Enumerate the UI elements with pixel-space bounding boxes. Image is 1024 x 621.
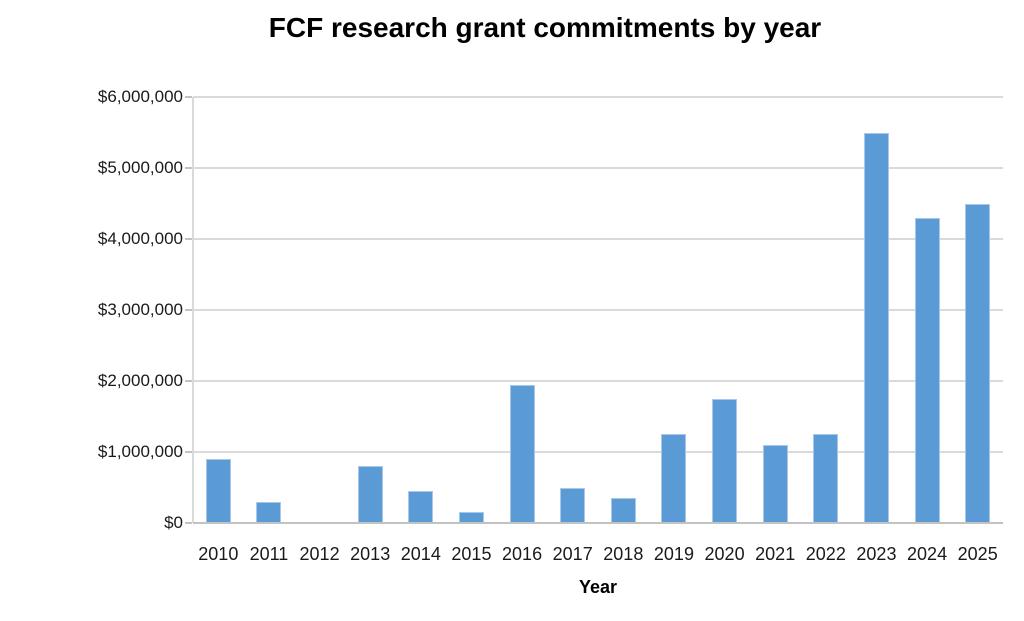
bar-2018 <box>610 498 636 523</box>
bar-2013 <box>357 466 383 523</box>
y-axis-tick-label: $2,000,000 <box>97 371 183 390</box>
y-axis-tick <box>185 451 192 453</box>
x-axis-tick-label: 2017 <box>552 544 593 564</box>
x-axis-tick-label: 2022 <box>805 544 846 564</box>
x-axis-tick-label: 2013 <box>350 544 391 564</box>
x-axis-tick-label: 2020 <box>704 544 745 564</box>
bar-2010 <box>205 459 231 523</box>
y-axis-tick-label: $4,000,000 <box>97 229 183 248</box>
y-axis-tick <box>185 238 192 240</box>
y-axis-tick-label: $1,000,000 <box>97 442 183 461</box>
x-axis-tick-label: 2011 <box>249 544 289 564</box>
bar-2020 <box>712 398 738 523</box>
x-axis-tick-label: 2014 <box>400 544 441 564</box>
y-gridline <box>193 451 1003 453</box>
bar-2023 <box>863 132 889 523</box>
bar-2024 <box>914 217 940 523</box>
x-axis-tick-label: 2015 <box>451 544 492 564</box>
bar-2016 <box>509 384 535 523</box>
x-axis-tick-label: 2023 <box>856 544 897 564</box>
bar-2017 <box>560 487 586 523</box>
x-axis-line <box>193 522 1003 524</box>
x-axis-tick-label: 2025 <box>957 544 998 564</box>
x-axis-tick-label: 2024 <box>907 544 948 564</box>
x-axis-tick-label: 2010 <box>198 544 239 564</box>
bar-2015 <box>458 512 484 523</box>
bar-2011 <box>256 501 282 523</box>
x-axis-tick-label: 2016 <box>502 544 543 564</box>
y-axis-line <box>192 97 194 523</box>
x-axis-tick-label: 2021 <box>755 544 796 564</box>
bar-2025 <box>965 203 991 523</box>
y-axis-tick <box>185 309 192 311</box>
y-gridline <box>193 380 1003 382</box>
x-axis-tick-label: 2018 <box>603 544 644 564</box>
y-axis-tick-label: $3,000,000 <box>97 300 183 319</box>
y-gridline <box>193 238 1003 240</box>
y-axis-tick-label: $0 <box>164 513 183 532</box>
y-axis-tick <box>185 167 192 169</box>
y-gridline <box>193 96 1003 98</box>
y-axis-tick <box>185 96 192 98</box>
bar-2022 <box>813 434 839 523</box>
y-axis-tick <box>185 522 192 524</box>
x-axis-title: Year <box>578 577 618 597</box>
x-axis-tick-label: 2012 <box>299 544 340 564</box>
x-axis-tick-label: 2019 <box>653 544 694 564</box>
y-axis-tick <box>185 380 192 382</box>
y-gridline <box>193 167 1003 169</box>
y-axis-tick-label: $5,000,000 <box>97 158 183 177</box>
y-gridline <box>193 309 1003 311</box>
bar-2019 <box>661 434 687 523</box>
y-axis-tick-label: $6,000,000 <box>97 87 183 106</box>
bar-2014 <box>408 491 434 523</box>
bar-2021 <box>762 444 788 523</box>
chart-title: FCF research grant commitments by year <box>268 12 822 43</box>
